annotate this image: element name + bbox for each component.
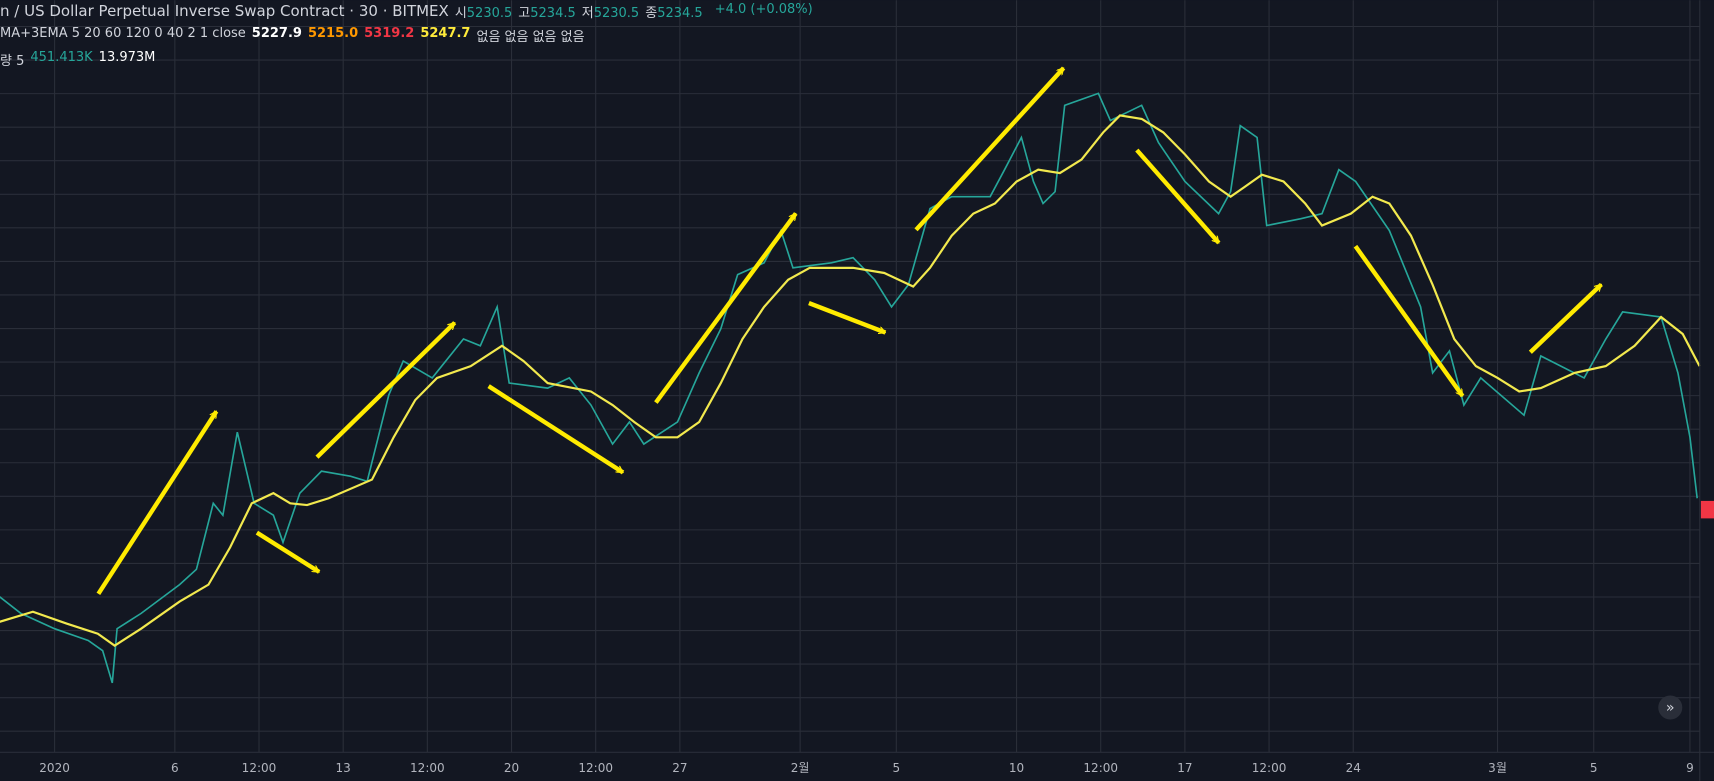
scroll-button[interactable]	[1658, 695, 1683, 720]
series-line	[0, 92, 1698, 684]
x-tick-label: 17	[1177, 761, 1192, 775]
change: +4.0 (+0.08%)	[714, 2, 813, 17]
x-tick-label: 12:00	[1252, 761, 1287, 775]
plot: 2020 6 12:00 13 12:00 20 12:00 27 2월 5 10 12:00 17 12…	[0, 92, 1701, 775]
x-tick-label: 3월	[1488, 761, 1507, 775]
ma-value: 5319.2	[364, 26, 415, 41]
ma-tail: 없음 없음 없음 없음	[476, 30, 585, 45]
price-label	[1700, 500, 1714, 519]
x-tick-label: 2020	[39, 761, 70, 775]
annotation-arrows	[96, 66, 1603, 596]
header: n / US Dollar Perpetual Inverse Swap Con…	[0, 2, 813, 21]
x-tick-label: 24	[1346, 761, 1361, 775]
x-tick-label: 12:00	[242, 761, 277, 775]
symbol-title: n / US Dollar Perpetual Inverse Swap Con…	[0, 2, 449, 20]
volume-value: 13.973M	[98, 50, 156, 65]
quote-label: 고	[518, 6, 531, 21]
series-line	[0, 114, 1701, 647]
quote-label: 시	[454, 6, 467, 21]
x-tick-label: 13	[336, 761, 351, 775]
quote-label: 저	[581, 6, 594, 21]
x-tick-label: 12:00	[1083, 761, 1118, 775]
quote-value: 5234.5	[530, 6, 576, 21]
ma-value: 5247.7	[420, 26, 471, 41]
x-tick-label: 5	[892, 761, 900, 775]
x-tick-label: 12:00	[410, 761, 445, 775]
quote-value: 5230.5	[466, 6, 513, 21]
x-tick-label: 27	[672, 761, 687, 775]
volume-legend: 량 5 451.413K 13.973M	[0, 50, 155, 69]
quote-value: 5230.5	[593, 6, 640, 21]
volume-name: 량 5	[0, 54, 25, 69]
ma-value: 5227.9	[251, 26, 302, 41]
x-tick-label: 2월	[791, 761, 810, 775]
ma-name: MA+3EMA 5 20 60 120 0 40 2 1 close	[0, 26, 246, 41]
scroll-icon: »	[1666, 700, 1675, 716]
x-tick-label: 5	[1590, 761, 1598, 775]
h-grid	[0, 0, 1700, 753]
x-tick-label: 10	[1009, 761, 1024, 775]
x-tick-label: 6	[171, 761, 179, 775]
x-tick-label: 12:00	[578, 761, 613, 775]
x-tick-label: 9	[1686, 761, 1694, 775]
ma-legend: MA+3EMA 5 20 60 120 0 40 2 1 close 5227.…	[0, 26, 585, 45]
x-tick-label: 20	[504, 761, 519, 775]
quote-label: 종	[645, 6, 658, 21]
quotes: 시5230.5 고5234.5 저5230.5 종5234.5	[455, 2, 709, 21]
quote-value: 5234.5	[657, 6, 703, 21]
volume-value: 451.413K	[30, 50, 93, 65]
ma-value: 5215.0	[307, 26, 359, 41]
